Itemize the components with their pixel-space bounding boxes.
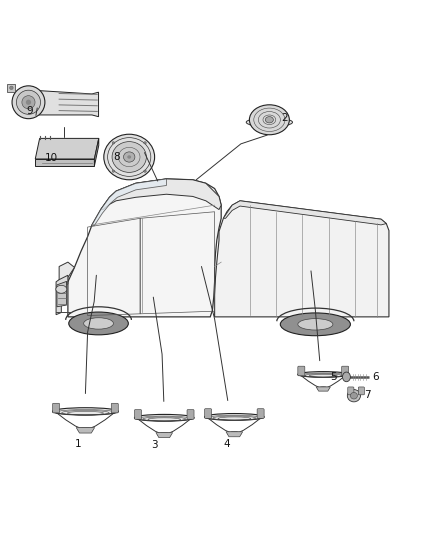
FancyBboxPatch shape (205, 409, 212, 418)
Ellipse shape (343, 372, 350, 382)
FancyBboxPatch shape (348, 387, 354, 395)
FancyBboxPatch shape (342, 366, 349, 376)
FancyBboxPatch shape (257, 409, 264, 418)
Ellipse shape (246, 118, 293, 127)
Ellipse shape (112, 142, 146, 172)
Text: 9: 9 (26, 106, 33, 116)
Polygon shape (76, 427, 95, 433)
Ellipse shape (12, 86, 45, 119)
Ellipse shape (144, 170, 146, 172)
Polygon shape (226, 432, 243, 437)
Ellipse shape (78, 427, 93, 432)
Text: 7: 7 (364, 390, 371, 400)
Ellipse shape (17, 90, 40, 114)
Ellipse shape (112, 142, 115, 144)
FancyBboxPatch shape (111, 403, 118, 413)
FancyBboxPatch shape (53, 403, 60, 413)
Text: 5: 5 (330, 373, 337, 382)
FancyBboxPatch shape (358, 387, 364, 395)
Polygon shape (57, 281, 67, 307)
Text: 4: 4 (223, 439, 230, 449)
Ellipse shape (298, 372, 349, 377)
Polygon shape (92, 179, 166, 226)
Ellipse shape (112, 170, 115, 172)
FancyBboxPatch shape (187, 409, 194, 419)
Ellipse shape (56, 285, 67, 293)
Text: 2: 2 (281, 114, 288, 124)
Polygon shape (94, 139, 99, 166)
Polygon shape (35, 159, 94, 166)
Ellipse shape (10, 86, 13, 90)
Text: 3: 3 (151, 440, 158, 450)
Polygon shape (101, 179, 221, 209)
FancyBboxPatch shape (7, 84, 15, 92)
Ellipse shape (318, 387, 329, 390)
Ellipse shape (265, 117, 273, 123)
Ellipse shape (69, 312, 128, 335)
Ellipse shape (158, 432, 171, 437)
Ellipse shape (205, 414, 264, 421)
Ellipse shape (53, 408, 118, 415)
Polygon shape (56, 275, 68, 314)
Polygon shape (156, 433, 173, 438)
Polygon shape (22, 90, 99, 117)
Ellipse shape (228, 432, 241, 436)
Ellipse shape (280, 313, 350, 336)
Text: 8: 8 (113, 152, 120, 162)
Ellipse shape (347, 390, 360, 402)
FancyBboxPatch shape (298, 366, 305, 376)
Polygon shape (223, 201, 386, 225)
Text: 10: 10 (45, 153, 58, 163)
Ellipse shape (144, 142, 146, 144)
Ellipse shape (249, 105, 290, 135)
FancyBboxPatch shape (134, 409, 141, 419)
Ellipse shape (84, 318, 113, 329)
Text: 1: 1 (74, 439, 81, 449)
Polygon shape (59, 262, 74, 284)
Ellipse shape (298, 319, 333, 330)
Ellipse shape (127, 155, 131, 159)
Ellipse shape (22, 96, 35, 109)
Polygon shape (215, 201, 389, 317)
Ellipse shape (104, 134, 155, 180)
Ellipse shape (350, 392, 357, 399)
Text: 6: 6 (372, 373, 379, 382)
Ellipse shape (124, 152, 135, 162)
Polygon shape (35, 139, 99, 159)
Polygon shape (316, 387, 330, 391)
Polygon shape (68, 179, 221, 317)
Ellipse shape (134, 415, 194, 421)
Ellipse shape (26, 100, 31, 105)
